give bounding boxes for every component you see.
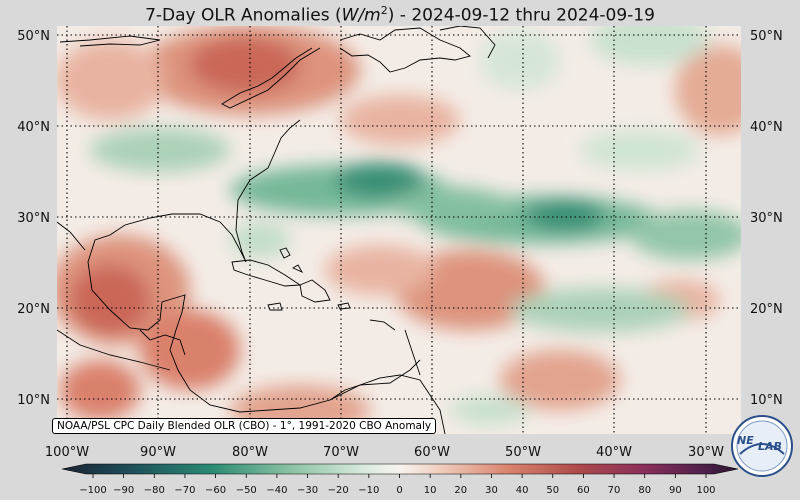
lat-label: 20°N [17, 302, 50, 317]
colorbar-tick-label: −80 [144, 485, 165, 496]
lon-labels: 100°W 90°W 80°W 70°W 60°W 50°W 40°W 30°W [45, 445, 724, 460]
colorbar-tick-label: −90 [113, 485, 134, 496]
lat-label: 10°N [17, 393, 50, 408]
colorbar-tick-label: −60 [205, 485, 226, 496]
lat-labels-left: 50°N 40°N 30°N 20°N 10°N [17, 29, 50, 408]
map-title: 7-Day OLR Anomalies (W/m2) - 2024-09-12 … [145, 4, 655, 26]
lat-label: 10°N [750, 393, 783, 408]
colorbar-tick-label: 0 [396, 485, 402, 496]
lat-label: 30°N [750, 211, 783, 226]
anomaly-field [57, 26, 741, 434]
lon-label: 80°W [232, 445, 268, 460]
gridlines [57, 26, 741, 434]
colorbar-tick-label: 50 [546, 485, 559, 496]
lat-label: 50°N [750, 29, 783, 44]
colorbar-tick-label: −20 [328, 485, 349, 496]
lon-label: 100°W [45, 445, 89, 460]
colorbar-tick-label: 90 [669, 485, 682, 496]
logo-text-a: NE [737, 434, 754, 447]
colorbar-tick-label: −50 [236, 485, 257, 496]
colorbar-tick-label: 30 [485, 485, 498, 496]
lon-label: 50°W [505, 445, 541, 460]
coastlines [57, 26, 496, 434]
lat-label: 40°N [750, 120, 783, 135]
lon-label: 90°W [140, 445, 176, 460]
colorbar-tick-label: 80 [638, 485, 651, 496]
colorbar-tick-label: 40 [516, 485, 529, 496]
lon-label: 30°W [688, 445, 724, 460]
colorbar-tick-label: 60 [577, 485, 590, 496]
lat-label: 20°N [750, 302, 783, 317]
lat-label: 40°N [17, 120, 50, 135]
colorbar-tick-label: 100 [696, 485, 715, 496]
lat-labels-right: 50°N 40°N 30°N 20°N 10°N [750, 29, 783, 408]
colorbar-tick-label: −10 [358, 485, 379, 496]
colorbar-tick-label: −70 [174, 485, 195, 496]
colorbar-tick-label: 70 [608, 485, 621, 496]
colorbar-tick-label: 20 [454, 485, 467, 496]
lon-label: 60°W [414, 445, 450, 460]
colorbar-bar [61, 463, 739, 475]
source-label: NOAA/PSL CPC Daily Blended OLR (CBO) - 1… [52, 418, 437, 434]
colorbar-ticks: −100 −90 −80 −70 −60 −50 −40 −30 −20 −10 0 10 20 30 40… [79, 474, 716, 496]
lat-label: 50°N [17, 29, 50, 44]
lon-label: 70°W [323, 445, 359, 460]
colorbar: −100 −90 −80 −70 −60 −50 −40 −30 −20 −10 0 10 20 30 40… [61, 463, 739, 496]
colorbar-tick-label: −100 [79, 485, 106, 496]
noaa-lab-logo: NE LAB [731, 415, 793, 477]
colorbar-tick-label: −30 [297, 485, 318, 496]
colorbar-tick-label: −40 [266, 485, 287, 496]
colorbar-tick-label: 10 [424, 485, 437, 496]
lat-label: 30°N [17, 211, 50, 226]
logo-text-b: LAB [758, 440, 782, 453]
lon-label: 40°W [596, 445, 632, 460]
